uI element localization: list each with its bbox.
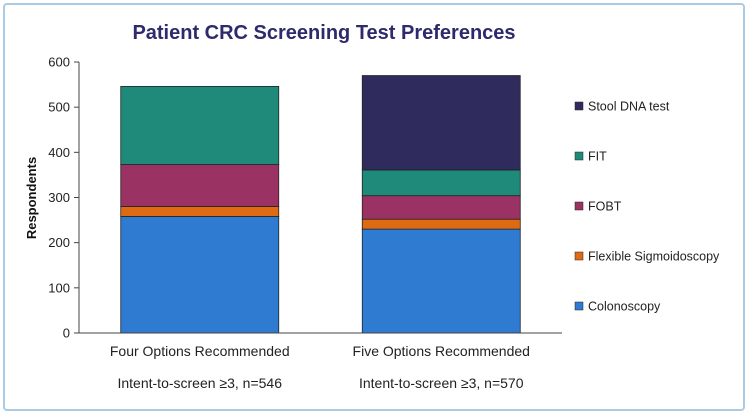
legend-swatch [574,101,584,111]
axes [78,62,562,334]
y-tick-label: 300 [48,190,70,205]
legend-swatch [574,301,584,311]
category-labels: Four Options Recommended Intent-to-screen… [110,343,530,391]
y-tick-label: 100 [48,280,70,295]
bar-segment [361,195,521,220]
y-tick-label: 200 [48,235,70,250]
bar-segment [361,228,521,334]
bar-segment [120,216,280,334]
x-category-label: Four Options Recommended [110,343,290,359]
legend-swatch [574,251,584,261]
legend-swatch [574,151,584,161]
x-category-sublabel: Intent-to-screen ≥3, n=570 [359,375,524,391]
bar-segment [361,169,521,197]
y-axis-ticks: 0 100 200 300 400 500 600 [48,55,79,341]
legend-label: Stool DNA test [588,100,670,114]
bar-segment [361,218,521,230]
legend-swatch [574,201,584,211]
y-tick-label: 400 [48,145,70,160]
legend-label: Colonoscopy [588,300,661,314]
bar-segment [361,75,521,171]
legend-label: FOBT [588,200,622,214]
x-category-sublabel: Intent-to-screen ≥3, n=546 [117,375,282,391]
legend: Stool DNA test FIT FOBT Flexible Sigmoidosc… [574,100,720,314]
y-axis-label: Respondents [24,157,39,239]
bar-segment [120,85,280,165]
y-tick-label: 500 [48,100,70,115]
y-tick-label: 600 [48,55,70,70]
legend-label: FIT [588,150,607,164]
y-tick-label: 0 [63,326,70,341]
x-category-label: Five Options Recommended [353,343,530,359]
bar-segment [120,164,280,207]
chart-title: Patient CRC Screening Test Preferences [132,22,515,44]
bar-segment [120,206,280,217]
legend-label: Flexible Sigmoidoscopy [588,250,720,264]
bar-stacks [120,75,521,334]
